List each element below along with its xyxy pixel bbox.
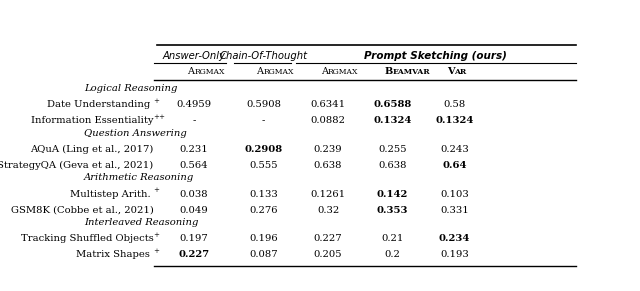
Text: 0.276: 0.276 bbox=[249, 206, 278, 215]
Text: 0.255: 0.255 bbox=[378, 145, 407, 154]
Text: Answer-Only: Answer-Only bbox=[163, 51, 225, 61]
Text: 0.234: 0.234 bbox=[439, 234, 470, 243]
Text: 0.0882: 0.0882 bbox=[310, 116, 346, 125]
Text: Logical Reasoning: Logical Reasoning bbox=[84, 84, 177, 93]
Text: +: + bbox=[154, 186, 159, 194]
Text: Date Understanding: Date Understanding bbox=[47, 100, 154, 109]
Text: Arithmetic Reasoning: Arithmetic Reasoning bbox=[84, 173, 194, 182]
Text: 0.4959: 0.4959 bbox=[177, 100, 212, 109]
Text: -: - bbox=[262, 116, 265, 125]
Text: 0.243: 0.243 bbox=[440, 145, 469, 154]
Text: 0.6341: 0.6341 bbox=[310, 100, 346, 109]
Text: 0.1324: 0.1324 bbox=[435, 116, 474, 125]
Text: AQuA (Ling et al., 2017): AQuA (Ling et al., 2017) bbox=[30, 145, 154, 154]
Text: 0.239: 0.239 bbox=[314, 145, 342, 154]
Text: A: A bbox=[321, 68, 328, 77]
Text: +: + bbox=[154, 247, 159, 255]
Text: Matrix Shapes: Matrix Shapes bbox=[76, 250, 154, 259]
Text: 0.2908: 0.2908 bbox=[244, 145, 283, 154]
Text: Interleaved Reasoning: Interleaved Reasoning bbox=[84, 218, 198, 227]
Text: 0.638: 0.638 bbox=[314, 161, 342, 170]
Text: 0.1324: 0.1324 bbox=[373, 116, 412, 125]
Text: 0.193: 0.193 bbox=[440, 250, 469, 259]
Text: V: V bbox=[447, 68, 454, 77]
Text: Prompt Sketching (ours): Prompt Sketching (ours) bbox=[364, 51, 508, 61]
Text: 0.555: 0.555 bbox=[249, 161, 278, 170]
Text: EAMVAR: EAMVAR bbox=[392, 68, 430, 76]
Text: Information Essentiality: Information Essentiality bbox=[31, 116, 154, 125]
Text: -: - bbox=[193, 116, 196, 125]
Text: 0.227: 0.227 bbox=[179, 250, 210, 259]
Text: 0.197: 0.197 bbox=[180, 234, 209, 243]
Text: AR: AR bbox=[454, 68, 467, 76]
Text: +: + bbox=[154, 230, 159, 239]
Text: Tracking Shuffled Objects: Tracking Shuffled Objects bbox=[20, 234, 154, 243]
Text: 0.58: 0.58 bbox=[444, 100, 466, 109]
Text: 0.087: 0.087 bbox=[249, 250, 278, 259]
Text: 0.196: 0.196 bbox=[249, 234, 278, 243]
Text: 0.205: 0.205 bbox=[314, 250, 342, 259]
Text: 0.103: 0.103 bbox=[440, 189, 469, 198]
Text: RGMAX: RGMAX bbox=[264, 68, 294, 76]
Text: 0.6588: 0.6588 bbox=[373, 100, 412, 109]
Text: 0.227: 0.227 bbox=[314, 234, 342, 243]
Text: 0.2: 0.2 bbox=[385, 250, 401, 259]
Text: RGMAX: RGMAX bbox=[194, 68, 225, 76]
Text: RGMAX: RGMAX bbox=[328, 68, 358, 76]
Text: Chain-Of-Thought: Chain-Of-Thought bbox=[220, 51, 307, 61]
Text: 0.231: 0.231 bbox=[180, 145, 209, 154]
Text: 0.638: 0.638 bbox=[378, 161, 407, 170]
Text: A: A bbox=[187, 68, 194, 77]
Text: 0.331: 0.331 bbox=[440, 206, 469, 215]
Text: 0.133: 0.133 bbox=[249, 189, 278, 198]
Text: 0.5908: 0.5908 bbox=[246, 100, 281, 109]
Text: 0.353: 0.353 bbox=[377, 206, 408, 215]
Text: +: + bbox=[154, 97, 159, 105]
Text: Question Answering: Question Answering bbox=[84, 129, 187, 138]
Text: StrategyQA (Geva et al., 2021): StrategyQA (Geva et al., 2021) bbox=[0, 161, 154, 170]
Text: 0.64: 0.64 bbox=[442, 161, 467, 170]
Text: 0.142: 0.142 bbox=[377, 189, 408, 198]
Text: Multistep Arith.: Multistep Arith. bbox=[70, 189, 154, 198]
Text: B: B bbox=[384, 68, 392, 77]
Text: GSM8K (Cobbe et al., 2021): GSM8K (Cobbe et al., 2021) bbox=[10, 206, 154, 215]
Text: 0.564: 0.564 bbox=[180, 161, 209, 170]
Text: 0.21: 0.21 bbox=[381, 234, 404, 243]
Text: 0.038: 0.038 bbox=[180, 189, 209, 198]
Text: 0.32: 0.32 bbox=[317, 206, 339, 215]
Text: A: A bbox=[257, 68, 264, 77]
Text: 0.1261: 0.1261 bbox=[310, 189, 346, 198]
Text: ++: ++ bbox=[154, 113, 165, 121]
Text: 0.049: 0.049 bbox=[180, 206, 209, 215]
